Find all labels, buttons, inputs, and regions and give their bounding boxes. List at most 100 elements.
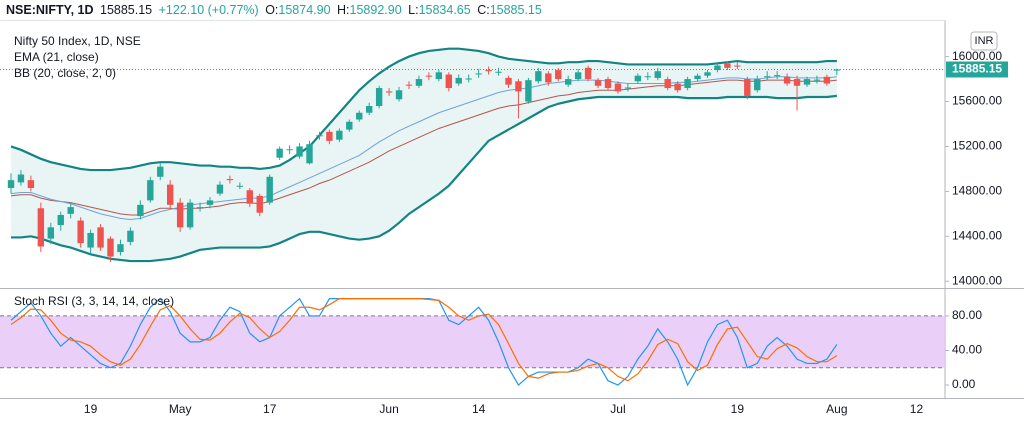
candle-body	[176, 202, 184, 228]
candle-body	[515, 81, 522, 92]
stoch-line	[10, 298, 838, 382]
candle-body	[206, 200, 214, 205]
candle-body	[296, 146, 303, 157]
candle-body	[813, 79, 821, 81]
candle-body	[366, 106, 373, 113]
candle-body	[216, 184, 224, 194]
candle-body	[77, 220, 84, 244]
candle-body	[684, 79, 691, 89]
candle-body	[186, 202, 194, 228]
candle-body	[545, 73, 552, 83]
x-tick-label: May	[169, 402, 192, 416]
ohlc-label: H:	[337, 3, 350, 17]
candle-body	[266, 176, 273, 203]
y-tick-label: 16000.00	[952, 49, 1002, 63]
candle-body	[117, 244, 124, 253]
ohlc-label: L:	[408, 3, 419, 17]
candle-body	[236, 185, 244, 187]
legend-entry: EMA (21, close)	[14, 50, 99, 64]
x-tick-label: Aug	[826, 402, 847, 416]
candle-body	[734, 65, 741, 67]
candle-body	[157, 166, 164, 177]
legend-entry: BB (20, close, 2, 0)	[14, 66, 116, 80]
candle-body	[773, 75, 781, 77]
candle-body	[37, 208, 45, 247]
candle-body	[425, 75, 433, 77]
candle-body	[17, 174, 25, 183]
candle-body	[286, 149, 293, 151]
pane-title: Stoch RSI (3, 3, 14, 14, close)	[14, 294, 174, 308]
price-change: +122.10 (+0.77%)	[158, 3, 259, 17]
ohlc-value: 15892.90	[349, 3, 402, 17]
candle-body	[714, 65, 721, 71]
candle-body	[375, 88, 383, 107]
candle-body	[356, 112, 363, 120]
candle-body	[336, 130, 343, 140]
candle-body	[495, 71, 502, 73]
y-tick-label: 15200.00	[952, 139, 1002, 153]
bb-upper	[10, 47, 837, 172]
candle-body	[137, 204, 144, 217]
candle-body	[346, 121, 353, 130]
ohlc-value: 15874.90	[278, 3, 331, 17]
candle-body	[445, 74, 452, 89]
x-tick-label: 17	[263, 402, 277, 416]
candle-body	[793, 79, 801, 86]
candle-body	[614, 83, 622, 92]
candle-body	[664, 79, 671, 89]
candle-body	[485, 70, 492, 72]
x-tick-label: 14	[472, 402, 486, 416]
candle-body	[783, 76, 791, 84]
candle-body	[754, 79, 761, 91]
candle-body	[87, 232, 94, 248]
candle-body	[724, 63, 731, 68]
candle-body	[674, 83, 681, 91]
y-tick-label: 14800.00	[952, 184, 1002, 198]
candle-body	[624, 87, 632, 89]
y-tick-label: 80.00	[952, 308, 982, 322]
candle-body	[306, 144, 313, 164]
x-tick-label: Jun	[379, 402, 398, 416]
ohlc-label: O:	[265, 3, 279, 17]
candle-body	[196, 207, 204, 209]
candle-body	[107, 238, 114, 257]
candle-body	[326, 131, 333, 141]
bb-basis	[10, 79, 837, 216]
candle-body	[634, 75, 642, 82]
last-price-tag	[946, 61, 1008, 78]
candle-body	[535, 71, 542, 82]
candle-body	[246, 190, 253, 204]
currency: INR	[975, 35, 994, 47]
candle-body	[525, 80, 532, 102]
candle-body	[803, 79, 811, 85]
y-tick-label: 14400.00	[952, 228, 1002, 242]
candle-body	[405, 84, 413, 86]
candle-body	[694, 75, 701, 80]
candle-body	[276, 148, 283, 158]
candle-body	[97, 227, 104, 248]
candle-body	[455, 77, 462, 84]
candle-body	[256, 195, 263, 213]
x-tick-label: Jul	[610, 402, 625, 416]
candle-body	[465, 78, 472, 80]
last-price-label: 15885.15	[952, 62, 1002, 76]
candle-body	[67, 207, 74, 214]
candle-body	[7, 180, 15, 189]
candle-body	[475, 73, 482, 75]
candle-body	[594, 80, 602, 86]
candle-body	[823, 76, 831, 84]
band-fill	[0, 315, 945, 368]
y-tick-label: 40.00	[952, 343, 982, 357]
legend-title: Nifty 50 Index, 1D, NSE	[14, 34, 141, 48]
symbol-header: NSE:NIFTY, 1D 15885.15 +122.10 (+0.77%) …	[6, 3, 545, 17]
bb-lower	[11, 94, 837, 263]
candle-body	[127, 230, 134, 242]
candle-body	[764, 76, 771, 78]
candle-body	[654, 71, 661, 78]
ohlc-label: C:	[477, 3, 490, 17]
candle-body	[555, 70, 562, 80]
ema-line	[10, 76, 837, 220]
candle-body	[395, 90, 403, 100]
candle-body	[47, 227, 54, 239]
